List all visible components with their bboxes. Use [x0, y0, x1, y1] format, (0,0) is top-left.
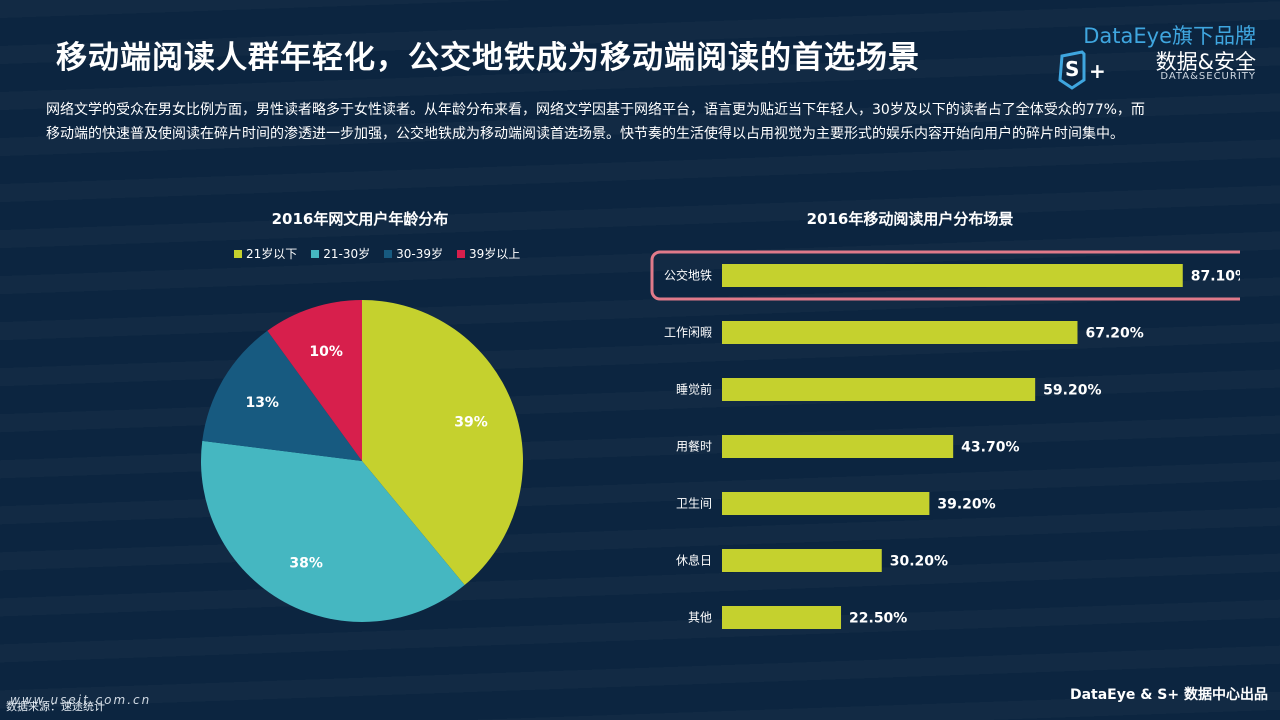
pie-slice-label: 38% — [289, 556, 323, 572]
watermark-url: www.useit.com.cn — [10, 693, 152, 707]
bar-value-label: 43.70% — [961, 440, 1019, 456]
bar — [722, 606, 842, 629]
page-title: 移动端阅读人群年轻化，公交地铁成为移动端阅读的首选场景 — [56, 40, 920, 76]
bar — [722, 264, 1183, 287]
intro-paragraph: 网络文学的受众在男女比例方面，男性读者略多于女性读者。从年龄分布来看，网络文学因… — [46, 102, 1145, 142]
brand-top-label: DataEye旗下品牌 — [1083, 24, 1256, 48]
bar-value-label: 22.50% — [849, 611, 907, 627]
legend-label: 21-30岁 — [323, 247, 371, 261]
pie-slice — [267, 300, 362, 461]
s-plus-shield-icon: S + — [1058, 50, 1106, 90]
legend-swatch — [234, 249, 242, 258]
bar-category-label: 休息日 — [676, 553, 712, 568]
pie-slice — [200, 440, 465, 623]
pie-chart-title: 2016年网文用户年龄分布 — [271, 210, 449, 228]
pie-chart: 39% 38% 13% 10% — [200, 300, 524, 623]
legend-item: 30-39岁 — [384, 245, 443, 262]
bar-category-label: 睡觉前 — [676, 382, 712, 397]
pie-slice-label: 13% — [245, 395, 279, 411]
bar-value-label: 67.20% — [1085, 326, 1143, 342]
bar-value-label: 39.20% — [937, 497, 995, 513]
bar-category-label: 公交地铁 — [664, 268, 712, 283]
bar-category-label: 卫生间 — [676, 497, 712, 511]
bar — [722, 435, 954, 458]
bar-category-label: 工作闲暇 — [664, 326, 712, 340]
bar-chart-title: 2016年移动阅读用户分布场景 — [806, 210, 1014, 228]
legend-item: 39岁以上 — [457, 245, 520, 262]
bar — [722, 321, 1078, 344]
bar — [722, 378, 1036, 401]
legend-swatch — [457, 249, 466, 258]
bar-category-label: 其他 — [688, 611, 712, 625]
bar-category-label: 用餐时 — [676, 439, 712, 454]
bar-value-label: 87.10% — [1191, 269, 1240, 285]
pie-slice-label: 39% — [454, 415, 488, 431]
legend-label: 21岁以下 — [246, 247, 298, 261]
brand-block: DataEye旗下品牌 S + 数据&安全 DATA&SECURITY — [1056, 20, 1256, 90]
pie-slice — [362, 300, 524, 586]
svg-text:S: S — [1065, 57, 1079, 81]
bar — [722, 549, 882, 572]
legend-label: 30-39岁 — [396, 247, 444, 261]
brand-en-label: DATA&SECURITY — [1160, 71, 1256, 82]
brand-cn-label: 数据&安全 — [1155, 50, 1256, 74]
data-source: 数据来源：速途统计 — [6, 700, 105, 713]
footer-credit: DataEye & S+ 数据中心出品 — [1069, 687, 1268, 703]
legend-item: 21-30岁 — [311, 245, 370, 262]
legend-label: 39岁以上 — [469, 247, 521, 261]
bar-chart: 公交地铁 87.10% 工作闲暇 67.20% 睡觉前 59.20% 用餐时 43.70% 卫生… — [650, 250, 1240, 629]
svg-text:+: + — [1089, 59, 1106, 83]
pie-legend: 21岁以下 21-30岁 30-39岁 39岁以上 — [234, 245, 520, 262]
pie-slice — [202, 330, 362, 461]
legend-swatch — [384, 249, 393, 258]
bar-value-label: 30.20% — [890, 554, 948, 570]
pie-slice-label: 10% — [309, 344, 343, 360]
legend-swatch — [311, 249, 320, 258]
bar-value-label: 59.20% — [1043, 383, 1101, 399]
highlight-frame — [650, 250, 1240, 301]
legend-item: 21岁以下 — [234, 245, 297, 262]
bar — [722, 492, 930, 515]
